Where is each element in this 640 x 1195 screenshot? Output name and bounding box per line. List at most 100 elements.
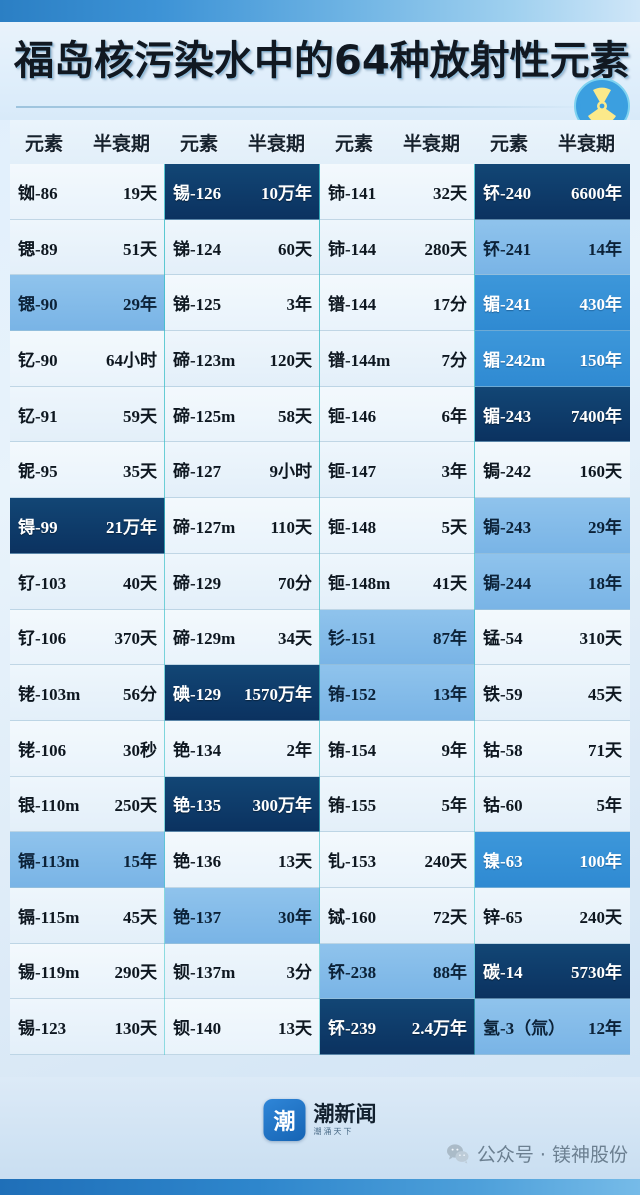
element-name: 锶-90 — [18, 295, 58, 315]
half-life-value: 59天 — [123, 406, 157, 426]
table-row: 钴-58 71天 — [475, 720, 630, 777]
element-name: 镉-115m — [18, 907, 80, 927]
half-life-value: 2.4万年 — [411, 1019, 467, 1039]
radionuclide-table: 元素 半衰期 铷-86 19天 锶-89 51天 锶-90 29年 钇-90 64小时 钇-91 59… — [10, 120, 630, 1055]
half-life-value: 72天 — [433, 907, 467, 927]
table-row: 铯-134 2年 — [165, 720, 320, 777]
element-name: 钌-106 — [18, 629, 67, 649]
element-name: 钴-58 — [483, 740, 523, 760]
element-name: 锑-124 — [173, 239, 222, 259]
element-name: 钴-60 — [483, 796, 523, 816]
table-row: 钚-239 2.4万年 — [320, 999, 475, 1055]
element-name: 锑-125 — [173, 295, 222, 315]
element-name: 镨-144 — [328, 295, 377, 315]
element-name: 锰-54 — [483, 629, 523, 649]
half-life-value: 19天 — [123, 183, 157, 203]
half-life-value: 70分 — [278, 573, 312, 593]
header-halflife-label: 半衰期 — [402, 132, 460, 155]
element-name: 锶-89 — [18, 239, 58, 259]
element-name: 铈-141 — [328, 183, 377, 203]
half-life-value: 290天 — [114, 963, 158, 983]
table-row: 钷-146 6年 — [320, 386, 475, 443]
half-life-value: 5730年 — [571, 963, 622, 983]
bottom-accent-strip — [0, 1179, 640, 1195]
table-row: 铯-136 13天 — [165, 832, 320, 888]
column-header-2: 元素 半衰期 — [165, 120, 320, 164]
half-life-value: 5年 — [596, 796, 623, 816]
half-life-value: 5天 — [441, 517, 468, 537]
element-name: 铽-160 — [328, 907, 377, 927]
half-life-value: 29年 — [123, 295, 157, 315]
header-element-label: 元素 — [334, 132, 373, 155]
half-life-value: 71天 — [588, 740, 622, 760]
top-accent-strip — [0, 0, 640, 22]
half-life-value: 280天 — [424, 239, 468, 259]
footer: 潮 潮新闻 潮涌天下 公众号 · 镁神股份 — [0, 1077, 640, 1195]
element-name: 钇-90 — [18, 350, 58, 370]
half-life-value: 14年 — [588, 239, 622, 259]
element-name: 镨-144m — [328, 350, 391, 370]
element-name: 铁-59 — [483, 685, 523, 705]
element-name: 银-110m — [18, 796, 80, 816]
element-name: 铕-154 — [328, 740, 377, 760]
table-row: 镍-63 100年 — [475, 832, 630, 888]
table-row: 锔-244 18年 — [475, 553, 630, 610]
half-life-value: 250天 — [114, 796, 158, 816]
half-life-value: 30秒 — [123, 740, 157, 760]
table-row: 铽-160 72天 — [320, 887, 475, 944]
element-name: 铯-135 — [173, 796, 222, 816]
table-row: 锶-89 51天 — [10, 219, 165, 276]
element-name: 镅-242m — [483, 350, 546, 370]
table-row: 锔-243 29年 — [475, 498, 630, 554]
header-halflife-label: 半衰期 — [247, 132, 305, 155]
watermark-text: 公众号 · 镁神股份 — [476, 1144, 628, 1166]
half-life-value: 7分 — [441, 350, 468, 370]
table-row: 铈-141 32天 — [320, 164, 475, 220]
header-halflife-label: 半衰期 — [557, 132, 615, 155]
element-name: 铯-137 — [173, 907, 222, 927]
half-life-value: 7400年 — [571, 406, 622, 426]
table-row: 铈-144 280天 — [320, 219, 475, 276]
header-halflife-label: 半衰期 — [92, 132, 150, 155]
table-row: 铑-106 30秒 — [10, 720, 165, 777]
element-name: 碲-125m — [173, 406, 236, 426]
half-life-value: 120天 — [269, 350, 313, 370]
element-name: 钚-241 — [483, 239, 532, 259]
table-row: 镅-243 7400年 — [475, 386, 630, 443]
half-life-value: 87年 — [433, 629, 467, 649]
table-row: 钌-103 40天 — [10, 553, 165, 610]
table-row: 银-110m 250天 — [10, 776, 165, 833]
element-name: 镅-243 — [483, 406, 532, 426]
table-row: 钷-148m 41天 — [320, 553, 475, 610]
column-header-4: 元素 半衰期 — [475, 120, 630, 164]
table-row: 钡-137m 3分 — [165, 943, 320, 1000]
table-row: 锌-65 240天 — [475, 887, 630, 944]
half-life-value: 35天 — [123, 462, 157, 482]
table-row: 铯-135 300万年 — [165, 776, 320, 833]
table-row: 钚-238 88年 — [320, 943, 475, 1000]
table-column-2: 元素 半衰期 锡-126 10万年 锑-124 60天 锑-125 3年 碲-123m 120天碲… — [165, 120, 321, 1055]
half-life-value: 150年 — [579, 350, 623, 370]
element-name: 钷-146 — [328, 406, 377, 426]
half-life-value: 240天 — [424, 852, 468, 872]
table-row: 锰-54 310天 — [475, 609, 630, 666]
element-name: 铑-106 — [18, 740, 67, 760]
header-element-label: 元素 — [489, 132, 528, 155]
page-title: 福岛核污染水中的64种放射性元素 — [14, 38, 630, 84]
table-row: 钚-241 14年 — [475, 219, 630, 276]
element-name: 锡-123 — [18, 1019, 67, 1039]
half-life-value: 10万年 — [261, 183, 312, 203]
table-row: 镉-115m 45天 — [10, 887, 165, 944]
wechat-icon — [446, 1143, 469, 1164]
half-life-value: 6年 — [441, 406, 468, 426]
table-row: 铯-137 30年 — [165, 887, 320, 944]
element-name: 碘-129 — [173, 685, 222, 705]
element-name: 镉-113m — [18, 852, 80, 872]
table-row: 锔-242 160天 — [475, 442, 630, 499]
table-row: 钐-151 87年 — [320, 609, 475, 666]
table-row: 铌-95 35天 — [10, 442, 165, 499]
table-row: 钇-90 64小时 — [10, 331, 165, 387]
brand-logo: 潮 — [263, 1099, 306, 1141]
element-name: 钷-148m — [328, 573, 391, 593]
half-life-value: 3年 — [286, 295, 313, 315]
